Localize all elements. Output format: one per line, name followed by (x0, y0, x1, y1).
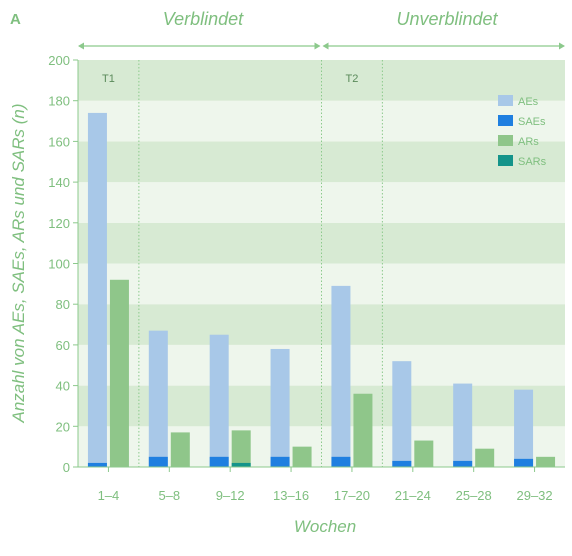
bar-aes (270, 348, 290, 467)
background-bands (78, 60, 565, 467)
x-tick-label: 1–4 (98, 488, 120, 503)
bar-ars (109, 279, 129, 467)
x-tick-label: 25–28 (456, 488, 492, 503)
bar-saes (392, 460, 412, 467)
section-label-verblindet: Verblindet (163, 9, 244, 29)
y-tick-label: 40 (56, 379, 70, 394)
y-tick-label: 160 (48, 134, 70, 149)
bar-aes (87, 112, 107, 467)
background-band (78, 60, 565, 101)
bar-saes (270, 456, 290, 467)
phase-dividers (138, 60, 383, 467)
background-band (78, 182, 565, 223)
y-tick-label: 60 (56, 338, 70, 353)
bars (87, 112, 556, 467)
legend-label: SAEs (518, 116, 546, 128)
bar-ars (292, 446, 312, 467)
bar-ars (414, 440, 434, 467)
bar-aes (209, 334, 229, 467)
legend-swatch (498, 95, 513, 106)
x-tick-label: 13–16 (273, 488, 309, 503)
bar-ars (475, 448, 495, 467)
y-tick-label: 140 (48, 175, 70, 190)
x-tick-label: 21–24 (395, 488, 431, 503)
x-tick-label: 17–20 (334, 488, 370, 503)
y-tick-label: 100 (48, 257, 70, 272)
section-arrow-verblindet (78, 42, 321, 50)
y-tick-label: 80 (56, 297, 70, 312)
y-tick-label: 20 (56, 419, 70, 434)
bar-saes (514, 458, 534, 467)
bar-aes (514, 389, 534, 467)
section-label-unverblindet: Unverblindet (396, 9, 498, 29)
x-tick-label: 9–12 (216, 488, 245, 503)
bar-aes (148, 330, 168, 467)
panel-label: A (10, 11, 21, 28)
y-tick-label: 120 (48, 216, 70, 231)
bar-saes (453, 460, 473, 467)
legend-swatch (498, 135, 513, 146)
bar-ars (231, 430, 251, 467)
bar-sars (231, 462, 251, 467)
time-marker-label: T1 (102, 73, 115, 85)
bar-aes (392, 361, 412, 467)
bar-saes (87, 462, 107, 467)
legend-label: AEs (518, 96, 539, 108)
bar-aes (453, 383, 473, 467)
y-tick-label: 180 (48, 94, 70, 109)
legend-label: SARs (518, 156, 547, 168)
legend-label: ARs (518, 136, 539, 148)
bar-saes (209, 456, 229, 467)
x-tick-label: 5–8 (158, 488, 180, 503)
legend-swatch (498, 115, 513, 126)
y-tick-label: 200 (48, 53, 70, 68)
bar-saes (148, 456, 168, 467)
axes: 0 20 40 60 80 100 120 140 160 180 200 1–4 5–8 9–12 13–… (48, 42, 565, 503)
x-axis-title: Wochen (294, 517, 356, 536)
bar-ars (353, 393, 373, 467)
y-tick-label: 0 (63, 460, 70, 475)
y-axis-title: Anzahl von AEs, SAEs, ARs und SARs (n) (9, 103, 28, 423)
legend: AEs SAEs ARs SARs (498, 95, 547, 168)
legend-swatch (498, 155, 513, 166)
bar-ars (536, 456, 556, 467)
bar-ars (170, 432, 190, 467)
time-markers: T1 T2 (102, 73, 358, 85)
x-tick-label: 29–32 (516, 488, 552, 503)
bar-saes (331, 456, 351, 467)
time-marker-label: T2 (346, 73, 359, 85)
bar-aes (331, 285, 351, 467)
section-arrow-unverblindet (322, 42, 565, 50)
